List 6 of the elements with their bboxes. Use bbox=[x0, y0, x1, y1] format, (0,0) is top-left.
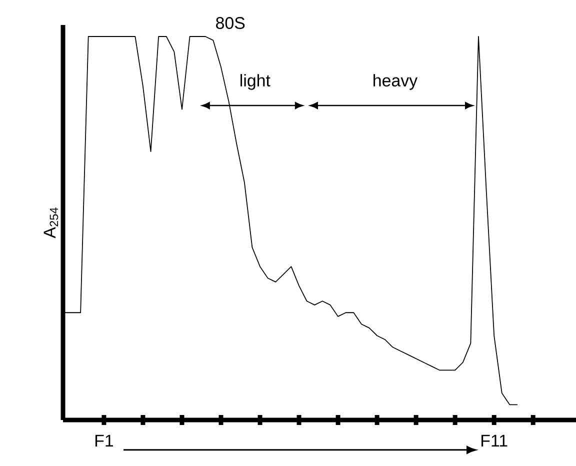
x-tick-label: F11 bbox=[482, 434, 508, 446]
text: 80S bbox=[216, 17, 245, 29]
annotation: light bbox=[240, 74, 270, 90]
annotation: heavy bbox=[374, 74, 418, 90]
y-axis-title: A$_{254}$ bbox=[44, 208, 58, 238]
x-tick-label: F1 bbox=[95, 434, 114, 446]
